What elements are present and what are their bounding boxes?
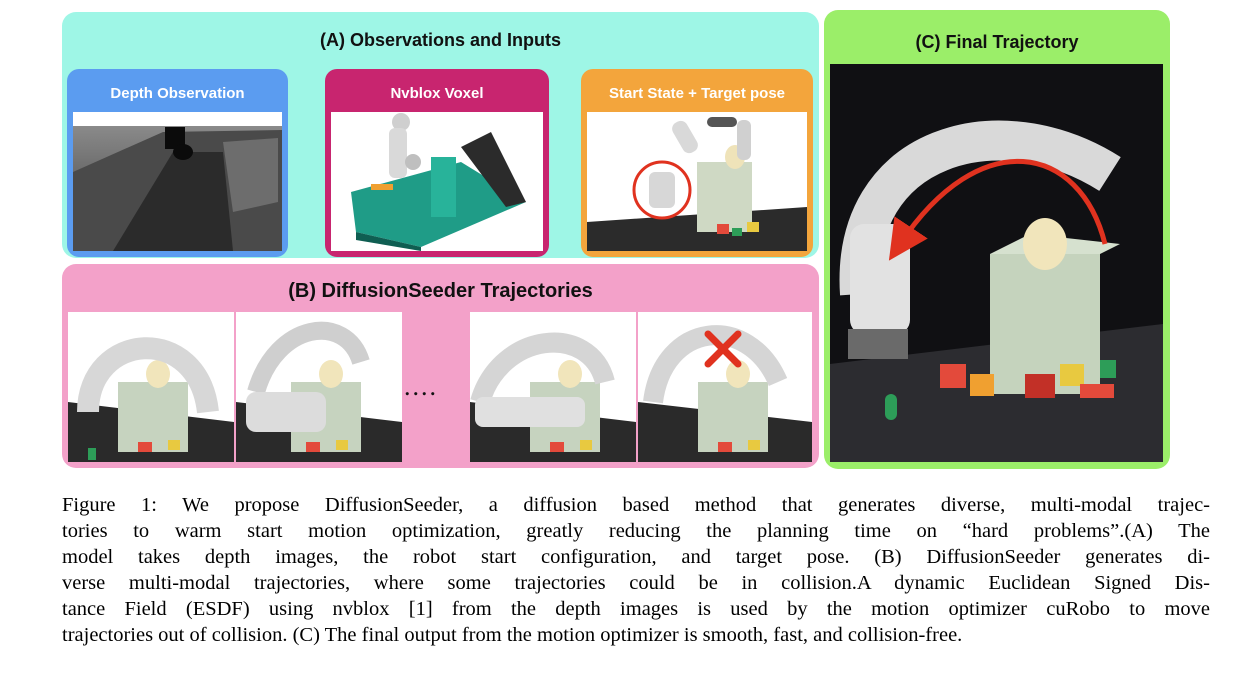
start-target-image	[587, 112, 807, 251]
caption-line: tance Field (ESDF) using nvblox [1] from…	[62, 598, 1210, 620]
voxel-image-graphic	[351, 113, 526, 251]
trajectory-graphic-4	[638, 325, 812, 462]
nvblox-voxel-subpanel: Nvblox Voxel	[325, 69, 549, 257]
trajectory-graphic-1	[68, 337, 234, 462]
depth-observation-title: Depth Observation	[110, 85, 245, 102]
trajectory-graphic-2	[236, 321, 402, 462]
depth-image	[73, 112, 282, 251]
trajectory-image-3	[470, 312, 636, 462]
trajectory-ellipsis: ....	[404, 372, 438, 401]
start-target-title: Start State + Target pose	[608, 85, 786, 102]
caption-line: model takes depth images, the robot star…	[62, 546, 1210, 568]
trajectory-image-2	[236, 312, 402, 462]
final-trajectory-image	[830, 64, 1163, 462]
caption-line: Figure 1: We propose DiffusionSeeder, a …	[62, 494, 1210, 516]
final-trajectory-graphic	[830, 64, 1163, 462]
final-trajectory-title: (C) Final Trajectory	[915, 32, 1079, 52]
caption-line: tories to warm start motion optimization…	[62, 520, 1210, 542]
caption-line: trajectories out of collision. (C) The f…	[62, 624, 963, 646]
observations-panel-title: (A) Observations and Inputs	[319, 30, 562, 50]
depth-observation-subpanel: Depth Observation	[67, 69, 288, 257]
trajectory-graphic-3	[470, 332, 636, 462]
trajectory-image-1	[68, 312, 234, 462]
start-target-graphic	[587, 112, 807, 251]
caption-line: verse multi-modal trajectories, where so…	[62, 572, 1210, 594]
trajectory-image-4-collision	[638, 312, 812, 462]
diffusionseeder-trajectories-title: (B) DiffusionSeeder Trajectories	[288, 280, 593, 302]
start-target-subpanel: Start State + Target pose	[581, 69, 813, 257]
figure-caption: Figure 1: We propose DiffusionSeeder, a …	[62, 492, 1210, 648]
depth-image-graphic	[73, 112, 282, 251]
nvblox-voxel-title: Nvblox Voxel	[390, 85, 484, 102]
trajectory-arrow-icon	[888, 158, 1108, 261]
voxel-image	[331, 112, 543, 251]
